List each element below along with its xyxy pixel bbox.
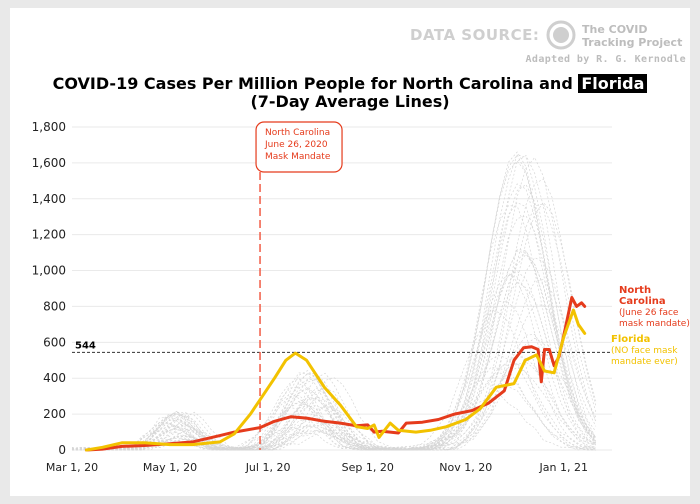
title-highlight: Florida xyxy=(578,74,648,93)
background-state-line xyxy=(71,203,597,451)
background-state-line xyxy=(71,250,597,451)
covid-tracking-logo-icon xyxy=(546,20,576,50)
y-tick-label: 200 xyxy=(43,407,66,421)
x-tick-label: Nov 1, 20 xyxy=(439,461,492,474)
background-state-line xyxy=(71,205,597,451)
nc-end-label: Carolina xyxy=(619,296,666,307)
background-state-line xyxy=(71,304,597,451)
x-tick-label: Jan 1, 21 xyxy=(539,461,588,474)
org-name: The COVID Tracking Project xyxy=(582,23,682,49)
background-state-line xyxy=(71,154,597,451)
chart-title: COVID-19 Cases Per Million People for No… xyxy=(0,74,700,93)
data-source-label: DATA SOURCE: xyxy=(410,26,540,44)
x-tick-label: Mar 1, 20 xyxy=(46,461,98,474)
y-tick-label: 400 xyxy=(43,371,66,385)
background-state-line xyxy=(71,253,597,451)
nc-end-label: North xyxy=(619,285,651,296)
background-state-line xyxy=(71,156,597,451)
x-tick-label: Jul 1, 20 xyxy=(245,461,291,474)
y-tick-label: 1,600 xyxy=(32,156,66,170)
y-tick-label: 600 xyxy=(43,335,66,349)
background-state-line xyxy=(71,372,596,451)
fl-end-label: mandate ever) xyxy=(611,357,678,367)
background-state-line xyxy=(71,300,596,451)
background-state-line xyxy=(71,160,597,451)
nc-end-label: (June 26 face xyxy=(619,308,679,318)
background-state-line xyxy=(71,154,597,451)
background-state-line xyxy=(72,309,596,451)
y-tick-label: 800 xyxy=(43,299,66,313)
org-line2: Tracking Project xyxy=(582,36,683,49)
data-source-block: DATA SOURCE: The COVID Tracking Project xyxy=(410,18,690,58)
title-line1: COVID-19 Cases Per Million People for No… xyxy=(52,74,573,93)
background-state-line xyxy=(71,154,597,451)
fl-end-label: (NO face mask xyxy=(611,346,678,356)
y-tick-label: 1,800 xyxy=(32,120,66,134)
annotation-text: June 26, 2020 xyxy=(264,140,328,150)
series-line-florida xyxy=(85,308,587,452)
chart-card xyxy=(10,8,690,496)
y-tick-label: 0 xyxy=(58,443,66,457)
fl-end-label: Florida xyxy=(611,334,650,345)
background-state-line xyxy=(72,151,597,451)
org-line1: The COVID xyxy=(582,23,648,36)
chart-subtitle: (7-Day Average Lines) xyxy=(250,92,450,111)
background-state-line xyxy=(72,361,596,451)
x-tick-label: Sep 1, 20 xyxy=(342,461,394,474)
series-line-north-carolina xyxy=(85,296,587,452)
annotation-text: North Carolina xyxy=(265,128,330,138)
y-tick-label: 1,200 xyxy=(32,228,66,242)
y-tick-label: 1,400 xyxy=(32,192,66,206)
background-state-line xyxy=(72,281,597,451)
adapted-by: Adapted by R. G. Kernodle xyxy=(525,54,686,65)
background-state-line xyxy=(72,178,597,451)
x-tick-label: May 1, 20 xyxy=(143,461,197,474)
background-state-line xyxy=(71,270,596,451)
other-states-background-lines xyxy=(71,151,597,451)
reference-line-label: 544 xyxy=(75,340,96,351)
background-state-line xyxy=(71,257,597,451)
nc-end-label: mask mandate) xyxy=(619,319,690,329)
annotation-text: Mask Mandate xyxy=(265,152,331,162)
y-tick-label: 1,000 xyxy=(32,264,66,278)
annotation-box xyxy=(255,121,343,173)
background-state-line xyxy=(71,183,597,451)
